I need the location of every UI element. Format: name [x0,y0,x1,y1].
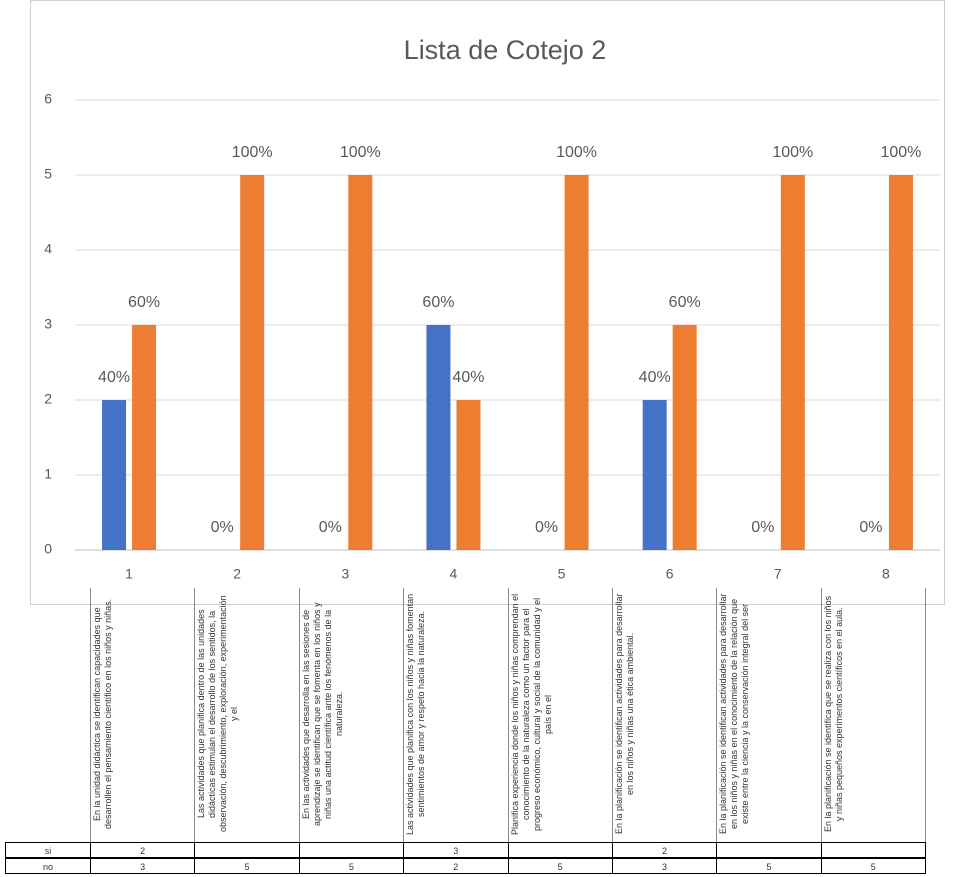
table-line [194,588,196,842]
y-tick-label: 6 [44,91,52,107]
bar [426,325,451,550]
bar [132,325,157,550]
x-tick-label: 8 [882,566,890,582]
value-label: 100% [880,144,921,161]
value-label: 0% [319,519,342,536]
value-label: 0% [211,519,234,536]
table-cell [507,842,613,858]
bar [240,175,265,550]
y-tick-label: 1 [44,466,52,482]
value-label: 40% [639,369,671,386]
x-tick-label: 2 [233,566,241,582]
table-cell [194,842,300,858]
value-label: 0% [859,519,882,536]
chart-border [30,0,945,605]
value-label: 40% [98,369,130,386]
value-label: 60% [128,294,160,311]
table-line [90,588,91,842]
bar [780,175,805,550]
y-tick-label: 0 [44,541,52,557]
chart-title: Lista de Cotejo 2 [404,35,607,65]
y-tick-label: 5 [44,166,52,182]
criterion-text: Planifica experiencia donde los niños y … [509,593,553,835]
value-label: 0% [535,519,558,536]
table-line [925,588,926,842]
row-label: si [5,842,91,858]
table-cell: 2 [90,842,196,858]
table-line [507,588,509,842]
bar [888,175,913,550]
x-tick-label: 6 [666,566,674,582]
table-cell: 3 [403,842,509,858]
bar [348,175,373,550]
value-label: 0% [751,519,774,536]
value-label: 100% [772,144,813,161]
bar [564,175,589,550]
bar [102,400,127,550]
x-tick-label: 1 [125,566,133,582]
value-label: 100% [340,144,381,161]
bar [642,400,667,550]
criterion-text: En las actividades que desarrolla en las… [300,602,344,826]
table-cell: 5 [716,858,822,874]
bar [672,325,697,550]
criterion-text: En la planificación se identifican activ… [613,593,635,835]
row-label: no [5,858,91,874]
value-label: 40% [452,369,484,386]
table-cell: 3 [90,858,196,874]
value-label: 100% [556,144,597,161]
value-label: 100% [232,144,273,161]
criterion-text: Las actividades que planifica con los ni… [405,593,427,835]
table-line [716,588,718,842]
criterion-text: Las actividades que planifica dentro de … [196,595,240,833]
table-line [820,588,822,842]
bar [456,400,481,550]
table-cell: 3 [611,858,718,874]
table-cell [298,842,405,858]
table-line [611,588,613,842]
table-cell: 5 [507,858,613,874]
table-line [403,588,405,842]
y-tick-label: 3 [44,316,52,332]
x-tick-label: 4 [450,566,458,582]
x-tick-label: 5 [558,566,566,582]
criterion-text: En la unidad didáctica se identifican ca… [92,598,113,830]
x-tick-label: 7 [774,566,782,582]
x-tick-label: 3 [341,566,349,582]
table-cell: 2 [403,858,509,874]
y-tick-label: 2 [44,391,52,407]
value-label: 60% [669,294,701,311]
table-cell [820,842,926,858]
table-cell: 5 [820,858,926,874]
table-cell: 5 [194,858,300,874]
criterion-text: En la planificación se identifican activ… [718,593,751,835]
value-label: 60% [422,294,454,311]
table-line [298,588,300,842]
table-cell: 5 [298,858,405,874]
criterion-text: En la planificación se identifica que se… [822,595,844,833]
table-cell [716,842,822,858]
table-cell: 2 [611,842,718,858]
y-tick-label: 4 [44,241,52,257]
